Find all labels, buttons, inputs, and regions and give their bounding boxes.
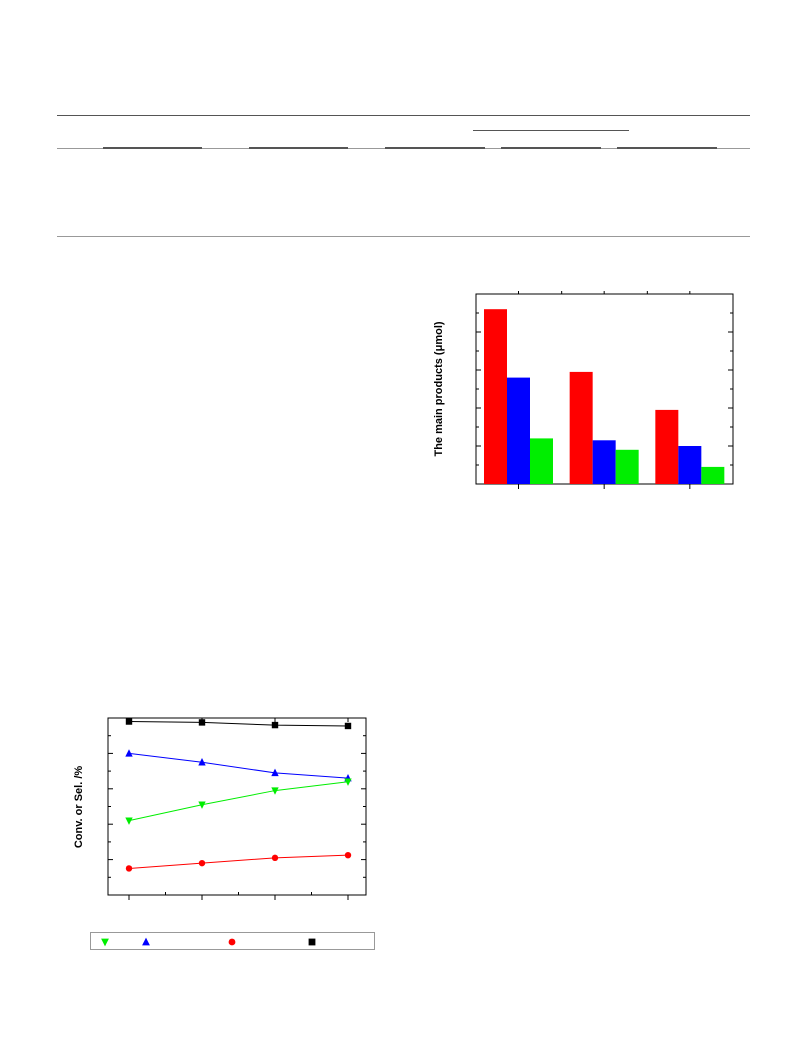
bar-chart: The main products (μmol) <box>433 291 734 489</box>
table-group-rule <box>473 130 629 131</box>
bar <box>615 449 639 484</box>
bar <box>655 409 679 484</box>
line-chart-frame <box>107 717 367 896</box>
table-col-rule-3 <box>385 147 485 149</box>
legend-marker <box>228 938 236 946</box>
bar-chart-ylabel: The main products (μmol) <box>433 321 445 456</box>
table-col-rule-2 <box>249 147 348 149</box>
table-bottom-rule <box>57 236 750 237</box>
data-point <box>271 787 279 795</box>
data-point <box>344 851 352 859</box>
series-line <box>128 854 349 869</box>
line-chart: Conv. or Sel. /% <box>73 717 367 900</box>
legend-marker <box>142 937 150 946</box>
data-point <box>271 854 279 862</box>
data-point <box>198 859 206 867</box>
legend-marker <box>101 938 109 947</box>
bar-chart-ticks <box>476 291 733 489</box>
data-point <box>271 721 279 729</box>
series-line <box>128 721 349 727</box>
bar <box>701 466 725 484</box>
data-point <box>125 817 133 825</box>
data-point <box>198 801 206 809</box>
data-point <box>125 865 133 872</box>
line-chart-ylabel: Conv. or Sel. /% <box>73 766 85 849</box>
bar-chart-bars <box>484 309 725 484</box>
bar <box>569 371 593 484</box>
table-col-rule-5 <box>617 147 717 149</box>
bar <box>484 309 507 484</box>
line-chart-ticks <box>108 717 366 900</box>
data-point <box>271 768 279 777</box>
data-point <box>344 778 352 786</box>
data-point <box>125 749 133 757</box>
bar <box>678 446 702 484</box>
bar <box>530 438 553 484</box>
table-col-rule-1 <box>103 147 202 149</box>
legend-marker <box>308 938 316 946</box>
line-chart-series <box>125 718 352 872</box>
table-col-rule-4 <box>501 147 601 149</box>
bar <box>592 440 616 484</box>
data-point <box>198 758 206 766</box>
line-chart-legend <box>90 932 375 950</box>
series-line <box>128 781 349 822</box>
bar <box>507 377 530 484</box>
table-top-rule <box>57 115 750 116</box>
data-point <box>344 722 352 730</box>
data-point <box>125 718 133 725</box>
series-line <box>128 752 349 779</box>
data-point <box>198 719 206 726</box>
legend-markers <box>101 937 316 947</box>
